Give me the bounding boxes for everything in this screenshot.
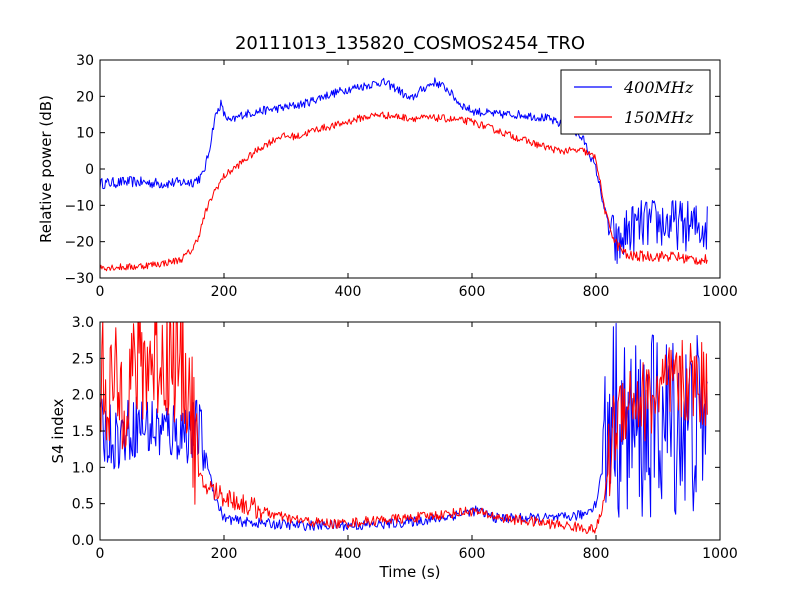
s4-series-150mhz (100, 322, 708, 534)
s4-y-tick-label: 0.0 (72, 533, 94, 549)
s4-y-tick-label: 1.0 (72, 460, 94, 476)
s4-y-tick-label: 3.0 (72, 315, 94, 331)
power-x-tick-label: 0 (96, 284, 105, 300)
s4-x-tick-label: 600 (459, 546, 486, 562)
legend: 400MHz 150MHz (560, 69, 711, 135)
s4-ticks-group: 0 200 400 600 800 1000 0.0 0.5 1.0 1.5 2.0 2.5 3.0 (72, 315, 738, 562)
power-y-tick-label: 0 (85, 162, 94, 178)
power-y-axis-label: Relative power (dB) (37, 95, 55, 243)
figure-title: 20111013_135820_COSMOS2454_TRO (235, 33, 585, 54)
s4-y-tick-label: 1.5 (72, 424, 94, 440)
power-plot-frame (99, 59, 721, 279)
s4-y-tick-label: 0.5 (72, 497, 94, 513)
s4-series-400mhz (100, 322, 708, 532)
x-axis-label: Time (s) (379, 563, 441, 581)
power-series-150mhz (100, 111, 708, 272)
power-subplot: 0 200 400 600 800 1000 −30 −20 −10 0 10 20 30 Relati… (37, 53, 738, 300)
s4-series-group (100, 322, 708, 534)
power-x-tick-label: 200 (211, 284, 238, 300)
power-x-tick-label: 400 (335, 284, 362, 300)
power-y-tick-label: −20 (64, 235, 94, 251)
s4-x-tick-label: 200 (211, 546, 238, 562)
legend-label-150mhz: 150MHz (624, 108, 694, 127)
s4-x-tick-label: 800 (583, 546, 610, 562)
power-x-tick-label: 800 (583, 284, 610, 300)
s4-plot-frame (99, 321, 721, 541)
s4-y-axis-label: S4 index (49, 398, 67, 463)
power-y-tick-label: 20 (76, 89, 94, 105)
power-y-tick-label: −30 (64, 271, 94, 287)
s4-x-tick-label: 0 (96, 546, 105, 562)
s4-y-tick-label: 2.5 (72, 351, 94, 367)
legend-label-400mhz: 400MHz (623, 78, 694, 97)
power-y-tick-label: −10 (64, 198, 94, 214)
power-series-group (100, 77, 708, 272)
power-x-tick-label: 600 (459, 284, 486, 300)
s4-y-tick-label: 2.0 (72, 388, 94, 404)
power-ticks-group: 0 200 400 600 800 1000 −30 −20 −10 0 10 20 30 (64, 53, 737, 300)
power-y-tick-label: 10 (76, 126, 94, 142)
power-y-tick-label: 30 (76, 53, 94, 69)
s4-x-tick-label: 400 (335, 546, 362, 562)
s4-x-tick-label: 1000 (702, 546, 738, 562)
power-x-tick-label: 1000 (702, 284, 738, 300)
legend-box (560, 69, 711, 135)
s4-subplot: 0 200 400 600 800 1000 0.0 0.5 1.0 1.5 2.0 2.5 3.0 S… (49, 315, 738, 581)
